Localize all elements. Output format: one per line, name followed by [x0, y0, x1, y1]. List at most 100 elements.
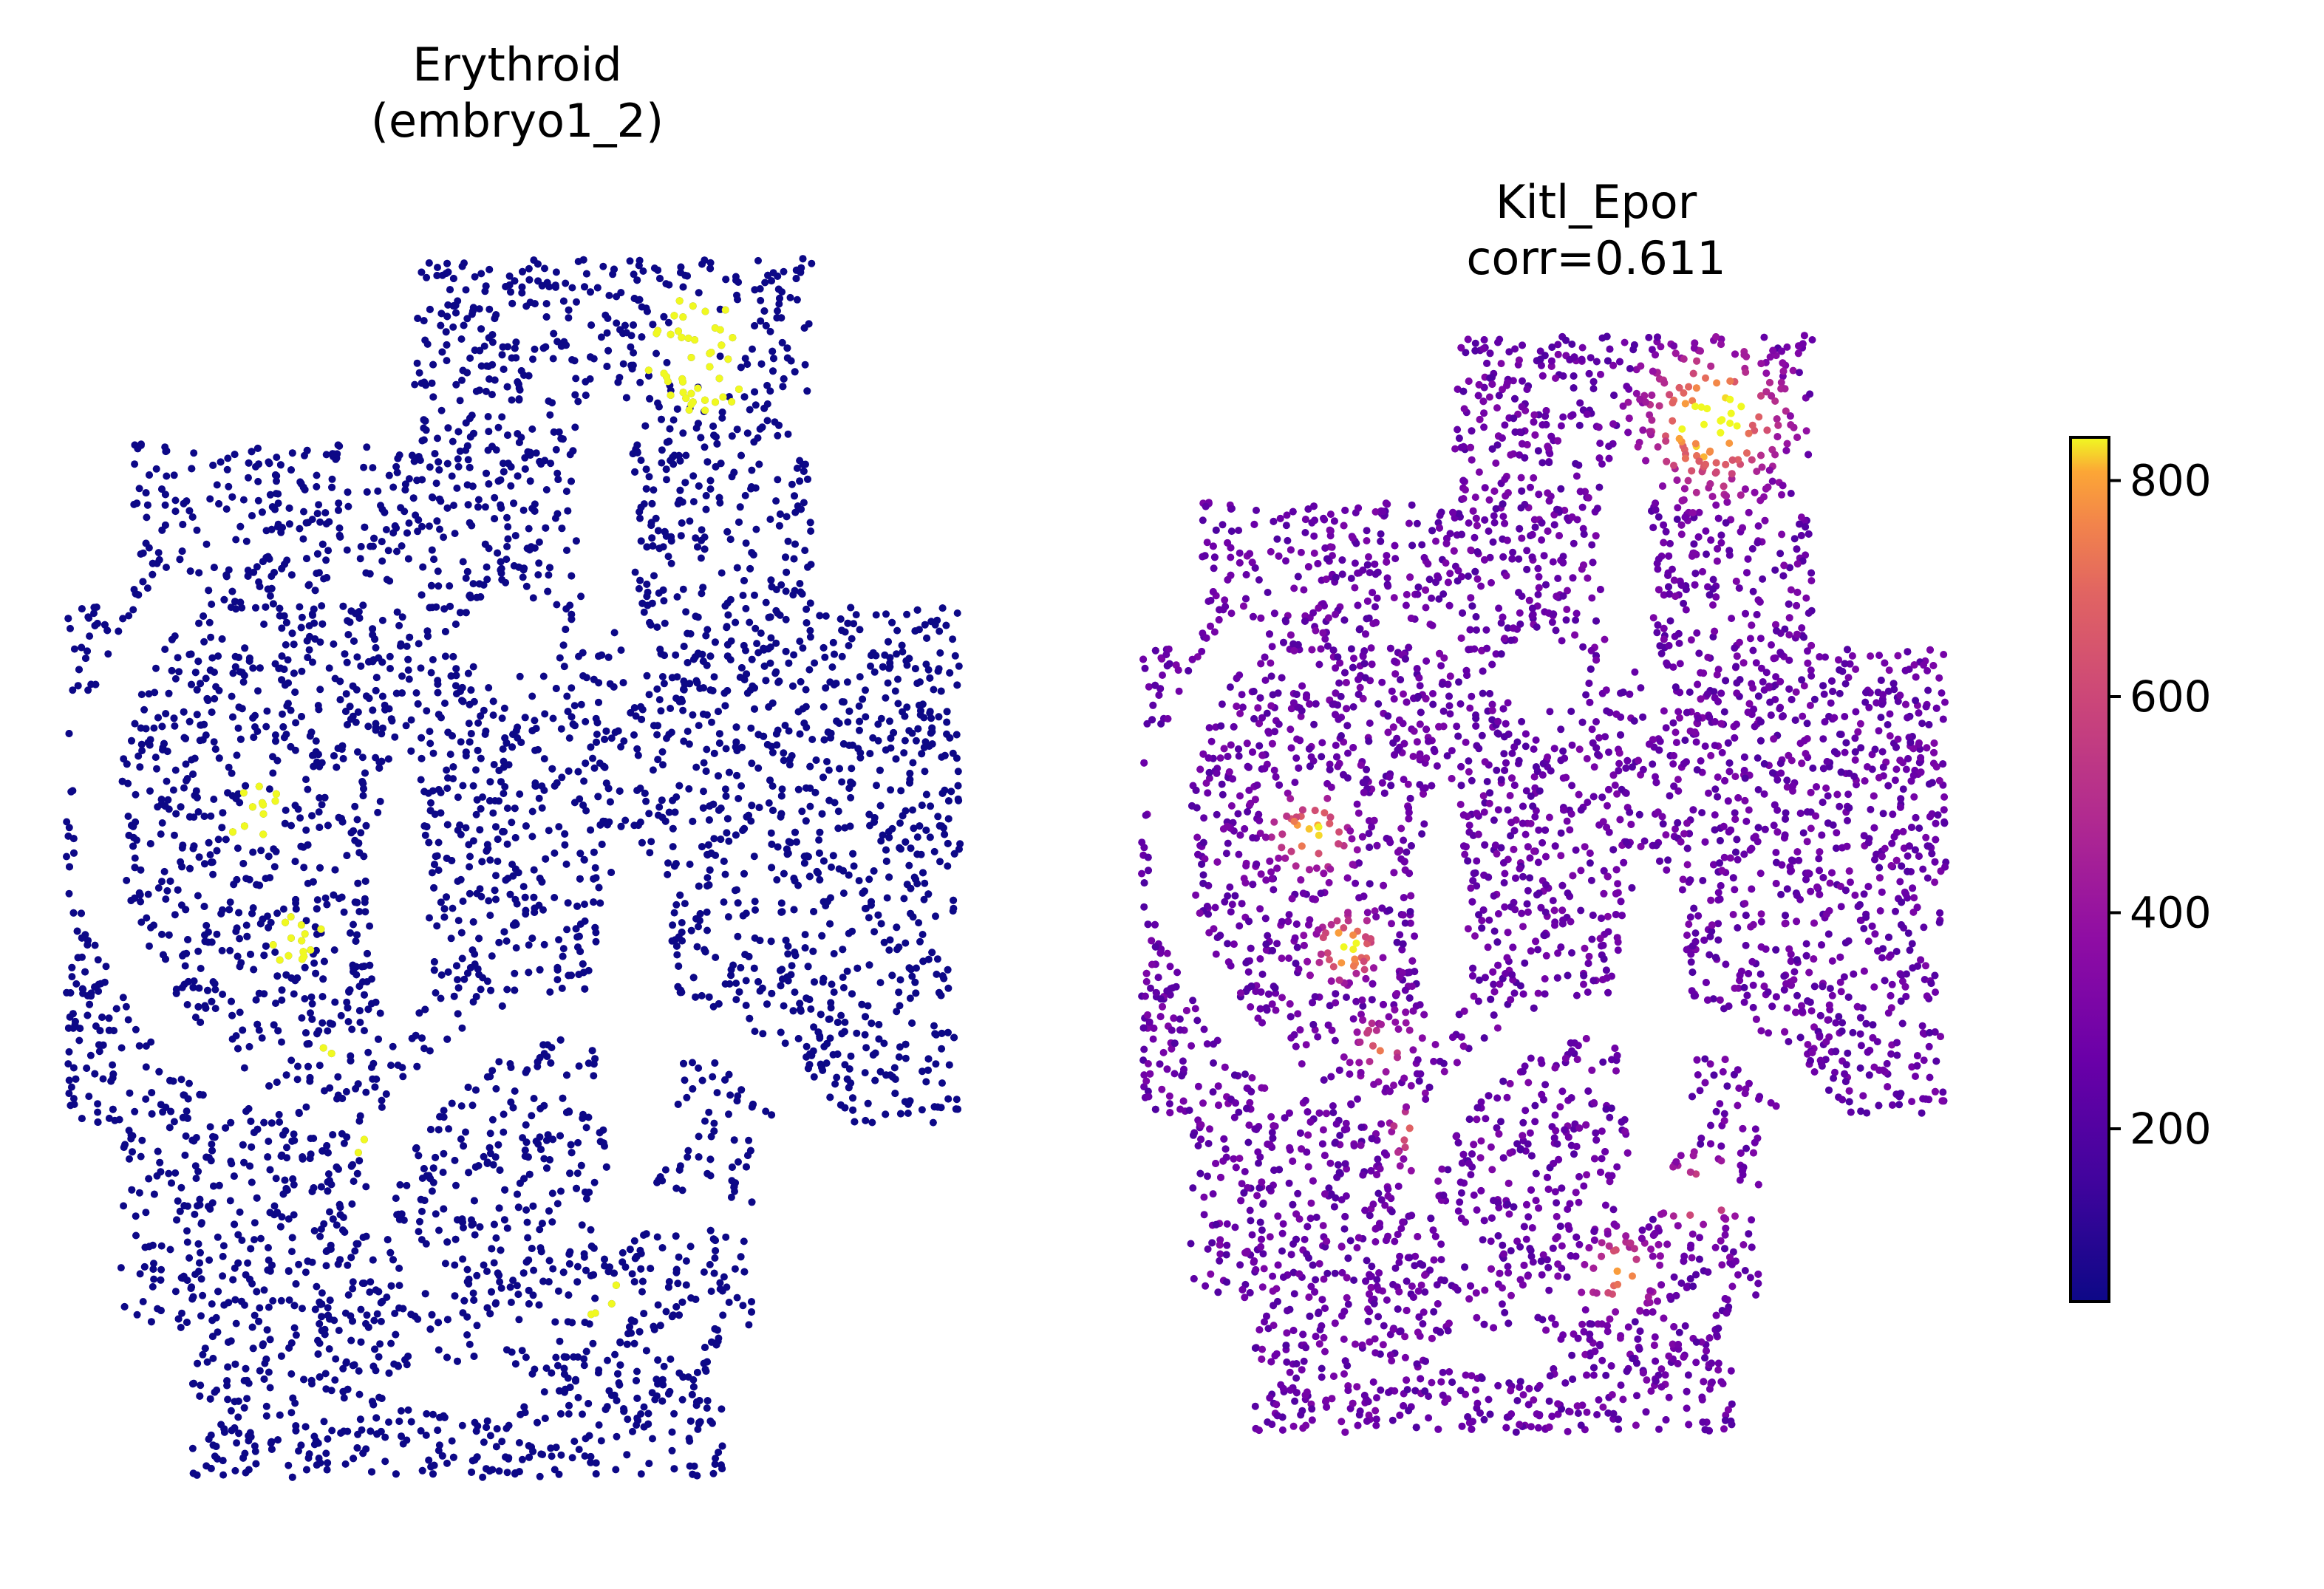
cell-point: [735, 795, 743, 802]
cell-point: [828, 663, 836, 671]
cell-point: [894, 700, 902, 708]
cell-point: [449, 904, 457, 912]
cell-point: [73, 927, 81, 935]
cell-point: [917, 707, 924, 715]
cell-point: [642, 1230, 650, 1238]
cell-point: [737, 782, 746, 790]
cell-point: [568, 615, 576, 623]
cell-point: [732, 738, 740, 746]
cell-point: [197, 1248, 204, 1257]
cell-point: [459, 1255, 467, 1263]
cell-point: [953, 609, 961, 617]
cell-point: [576, 920, 585, 928]
cell-point: [589, 1339, 597, 1347]
cell-point: [924, 1066, 932, 1074]
cell-point: [307, 1135, 315, 1143]
cell-point: [132, 1025, 140, 1033]
cell-point: [715, 1449, 723, 1456]
cell-point: [664, 859, 672, 867]
cell-point: [709, 1073, 717, 1081]
cell-point: [290, 669, 298, 677]
cell-point: [320, 1418, 328, 1426]
cell-point: [689, 498, 698, 506]
cell-point: [620, 737, 628, 745]
cell-point: [698, 843, 706, 851]
cell-point: [276, 604, 284, 612]
cell-point: [843, 678, 851, 686]
cell-point: [669, 921, 677, 929]
cell-point: [576, 875, 584, 883]
cell-point: [664, 318, 672, 327]
cell-point: [123, 760, 131, 768]
cell-point: [228, 769, 236, 777]
cell-point: [638, 1288, 646, 1296]
cell-point: [649, 542, 657, 550]
cell-point: [566, 1384, 574, 1391]
cell-point: [262, 603, 270, 611]
cell-point: [434, 434, 441, 442]
cell-point: [847, 793, 855, 802]
left-panel-title: Erythroid (embryo1_2): [370, 38, 664, 148]
cell-point: [664, 1390, 672, 1398]
cell-point: [763, 741, 771, 748]
cell-point: [687, 926, 695, 934]
cell-point: [626, 257, 634, 265]
cell-point: [893, 650, 901, 658]
cell-point: [94, 1118, 102, 1126]
cell-point: [796, 457, 804, 465]
cell-point: [752, 624, 760, 632]
cell-point: [750, 964, 758, 972]
cell-point: [432, 479, 440, 488]
cell-point: [375, 764, 384, 772]
cell-point: [747, 485, 755, 493]
cell-point: [353, 816, 361, 824]
cell-point: [310, 1432, 318, 1441]
cell-point: [646, 849, 654, 857]
cell-point: [266, 1166, 274, 1174]
cell-point: [254, 477, 262, 485]
cell-point: [464, 501, 472, 509]
cell-point: [486, 1073, 494, 1081]
cell-point: [540, 786, 548, 794]
cell-point: [838, 652, 846, 660]
cell-point: [154, 549, 163, 557]
cell-point: [452, 665, 460, 673]
cell-point: [751, 1028, 759, 1036]
cell-point: [311, 587, 319, 595]
cell-point: [451, 530, 459, 538]
cell-point: [298, 1014, 306, 1022]
cell-point: [451, 1156, 459, 1164]
cell-point: [231, 1296, 239, 1304]
cell-point: [594, 1369, 602, 1377]
cell-point: [222, 571, 231, 579]
cell-point: [557, 1187, 565, 1195]
cell-point: [895, 1053, 903, 1061]
cell-point: [351, 1247, 359, 1255]
cell-point: [703, 926, 711, 934]
cell-point: [381, 1433, 389, 1441]
cell-point: [405, 519, 413, 527]
cell-point: [924, 955, 933, 963]
cell-point: [635, 584, 643, 592]
cell-point: [488, 1067, 497, 1075]
cell-point: [500, 1128, 508, 1136]
cell-point: [421, 1290, 429, 1298]
cell-point: [402, 722, 410, 730]
cell-point: [440, 1149, 448, 1158]
cell-point: [535, 538, 543, 546]
cell-point: [64, 1060, 72, 1068]
cell-point: [294, 1062, 301, 1070]
cell-point: [698, 590, 706, 598]
cell-point: [919, 931, 927, 938]
cell-point: [485, 897, 493, 905]
cell-point: [723, 1283, 731, 1291]
cell-point: [828, 863, 835, 871]
cell-point: [582, 1124, 590, 1132]
cell-point: [372, 686, 380, 694]
cell-point: [645, 473, 653, 481]
cell-point: [463, 442, 471, 450]
cell-point: [540, 1388, 548, 1396]
cell-point: [181, 962, 189, 970]
cell-point: [657, 707, 665, 715]
cell-point: [354, 748, 361, 756]
